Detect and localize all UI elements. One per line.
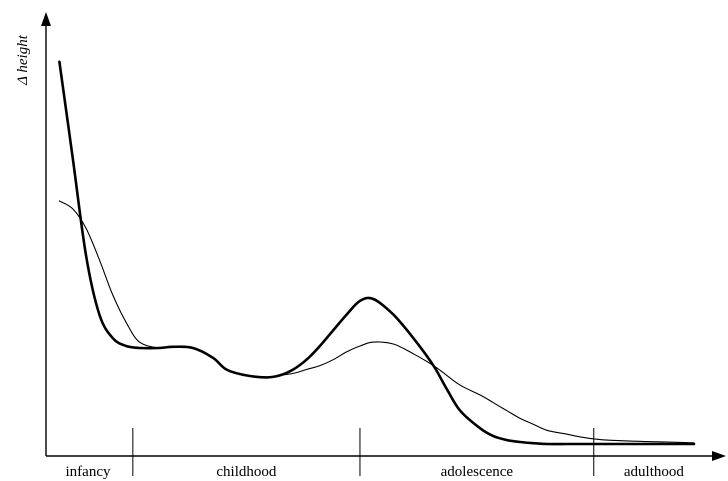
y-axis-arrow [41,12,51,26]
stage-dividers [132,428,595,476]
x-axis-arrow [712,451,726,461]
stage-label-infancy: infancy [66,464,111,480]
series-line-thin [58,200,695,444]
stage-label-adulthood: adulthood [624,464,684,480]
y-axis-label: Δ height [15,34,31,86]
axes [41,12,726,461]
stage-labels: infancy childhood adolescence adulthood [66,464,685,480]
stage-label-childhood: childhood [216,464,276,480]
stage-label-adolescence: adolescence [441,464,514,480]
series-line-thick [58,60,696,446]
curves [58,60,696,446]
